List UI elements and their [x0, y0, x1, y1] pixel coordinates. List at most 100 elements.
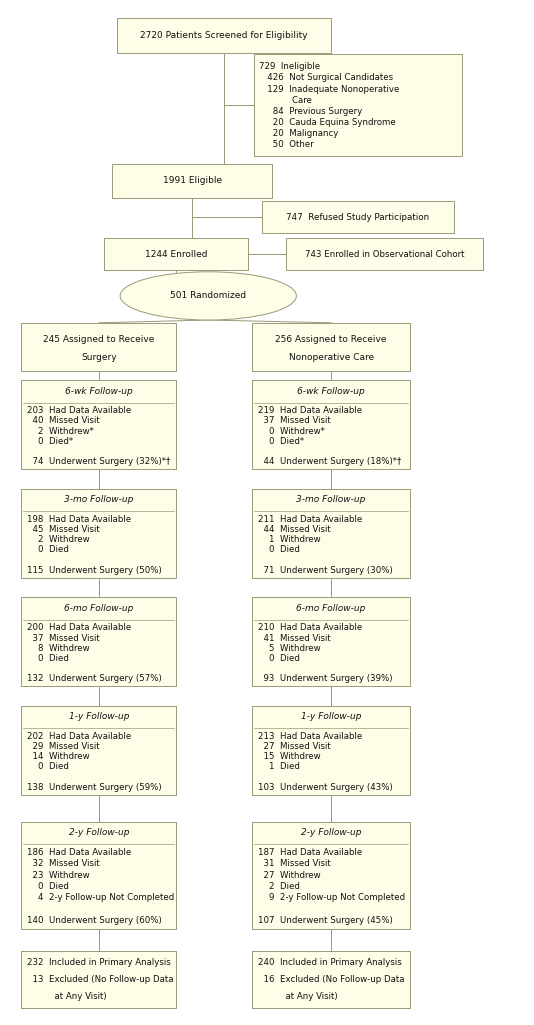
Text: 5  Withdrew: 5 Withdrew	[258, 644, 320, 653]
Text: 93  Underwent Surgery (39%): 93 Underwent Surgery (39%)	[258, 674, 392, 684]
Text: 0  Died: 0 Died	[27, 883, 68, 891]
Text: 6-wk Follow-up: 6-wk Follow-up	[65, 386, 132, 396]
Text: 1  Withdrew: 1 Withdrew	[258, 535, 320, 544]
Text: 0  Died*: 0 Died*	[258, 437, 304, 446]
Text: 6-mo Follow-up: 6-mo Follow-up	[296, 604, 366, 613]
Text: 1991 Eligible: 1991 Eligible	[163, 176, 222, 186]
Text: 2-y Follow-up: 2-y Follow-up	[301, 828, 362, 837]
Text: 103  Underwent Surgery (43%): 103 Underwent Surgery (43%)	[258, 783, 392, 792]
FancyBboxPatch shape	[253, 598, 410, 687]
Text: 6-wk Follow-up: 6-wk Follow-up	[297, 386, 365, 396]
Text: 256 Assigned to Receive: 256 Assigned to Receive	[276, 335, 387, 344]
Text: 1-y Follow-up: 1-y Follow-up	[301, 712, 362, 722]
FancyBboxPatch shape	[254, 53, 462, 156]
Text: 37  Missed Visit: 37 Missed Visit	[27, 633, 99, 643]
Text: 20  Cauda Equina Syndrome: 20 Cauda Equina Syndrome	[259, 118, 396, 127]
Text: 0  Died: 0 Died	[27, 763, 68, 772]
Text: 31  Missed Visit: 31 Missed Visit	[258, 859, 331, 868]
Text: 213  Had Data Available: 213 Had Data Available	[258, 732, 362, 741]
Text: 743 Enrolled in Observational Cohort: 743 Enrolled in Observational Cohort	[305, 250, 464, 258]
Text: 200  Had Data Available: 200 Had Data Available	[27, 623, 131, 632]
Text: 0  Died: 0 Died	[27, 654, 68, 663]
FancyBboxPatch shape	[253, 822, 410, 930]
FancyBboxPatch shape	[112, 164, 272, 198]
Text: 2  Withdrew: 2 Withdrew	[27, 535, 89, 544]
FancyBboxPatch shape	[21, 323, 176, 371]
Text: at Any Visit): at Any Visit)	[258, 991, 337, 1000]
Text: 426  Not Surgical Candidates: 426 Not Surgical Candidates	[259, 74, 393, 82]
Text: 2-y Follow-up: 2-y Follow-up	[68, 828, 129, 837]
Text: 2720 Patients Screened for Eligibility: 2720 Patients Screened for Eligibility	[140, 31, 308, 40]
Text: 129  Inadequate Nonoperative: 129 Inadequate Nonoperative	[259, 84, 399, 93]
Text: 74  Underwent Surgery (32%)*†: 74 Underwent Surgery (32%)*†	[27, 457, 170, 466]
FancyBboxPatch shape	[286, 239, 483, 270]
Text: 0  Withdrew*: 0 Withdrew*	[258, 426, 325, 436]
Text: 15  Withdrew: 15 Withdrew	[258, 752, 320, 762]
Text: 210  Had Data Available: 210 Had Data Available	[258, 623, 362, 632]
Text: 29  Missed Visit: 29 Missed Visit	[27, 742, 99, 751]
Text: 187  Had Data Available: 187 Had Data Available	[258, 848, 362, 857]
FancyBboxPatch shape	[253, 323, 410, 371]
Text: 16  Excluded (No Follow-up Data: 16 Excluded (No Follow-up Data	[258, 975, 404, 984]
Text: 1244 Enrolled: 1244 Enrolled	[145, 250, 208, 258]
Text: 0  Died: 0 Died	[258, 545, 300, 555]
FancyBboxPatch shape	[21, 489, 176, 578]
Text: 1  Died: 1 Died	[258, 763, 300, 772]
Text: 747  Refused Study Participation: 747 Refused Study Participation	[286, 212, 429, 221]
Text: Nonoperative Care: Nonoperative Care	[288, 353, 374, 362]
Text: 14  Withdrew: 14 Withdrew	[27, 752, 89, 762]
Text: 20  Malignancy: 20 Malignancy	[259, 129, 339, 138]
Text: 501 Randomized: 501 Randomized	[170, 291, 246, 300]
Text: 138  Underwent Surgery (59%): 138 Underwent Surgery (59%)	[27, 783, 161, 792]
Text: 729  Ineligible: 729 Ineligible	[259, 63, 320, 71]
Text: 9  2-y Follow-up Not Completed: 9 2-y Follow-up Not Completed	[258, 894, 405, 902]
Text: at Any Visit): at Any Visit)	[27, 991, 106, 1000]
Text: 71  Underwent Surgery (30%): 71 Underwent Surgery (30%)	[258, 566, 392, 575]
FancyBboxPatch shape	[21, 380, 176, 469]
Text: 50  Other: 50 Other	[259, 140, 314, 150]
Text: 37  Missed Visit: 37 Missed Visit	[258, 416, 331, 425]
Text: 23  Withdrew: 23 Withdrew	[27, 870, 89, 879]
FancyBboxPatch shape	[253, 380, 410, 469]
Text: 84  Previous Surgery: 84 Previous Surgery	[259, 107, 362, 116]
Text: 0  Died*: 0 Died*	[27, 437, 73, 446]
FancyBboxPatch shape	[253, 951, 410, 1009]
Text: 44  Missed Visit: 44 Missed Visit	[258, 525, 331, 534]
Text: 140  Underwent Surgery (60%): 140 Underwent Surgery (60%)	[27, 916, 161, 926]
Text: 45  Missed Visit: 45 Missed Visit	[27, 525, 99, 534]
Text: 6-mo Follow-up: 6-mo Follow-up	[64, 604, 134, 613]
Text: 3-mo Follow-up: 3-mo Follow-up	[64, 495, 134, 504]
Text: 27  Missed Visit: 27 Missed Visit	[258, 742, 331, 751]
FancyBboxPatch shape	[104, 239, 248, 270]
FancyBboxPatch shape	[21, 951, 176, 1009]
Text: Care: Care	[259, 95, 312, 105]
Text: 219  Had Data Available: 219 Had Data Available	[258, 406, 362, 415]
Text: 240  Included in Primary Analysis: 240 Included in Primary Analysis	[258, 958, 402, 968]
Text: 41  Missed Visit: 41 Missed Visit	[258, 633, 331, 643]
Ellipse shape	[120, 272, 296, 320]
Text: 186  Had Data Available: 186 Had Data Available	[27, 848, 131, 857]
Text: 44  Underwent Surgery (18%)*†: 44 Underwent Surgery (18%)*†	[258, 457, 401, 466]
Text: 202  Had Data Available: 202 Had Data Available	[27, 732, 131, 741]
Text: 8  Withdrew: 8 Withdrew	[27, 644, 89, 653]
Text: 27  Withdrew: 27 Withdrew	[258, 870, 320, 879]
Text: 0  Died: 0 Died	[258, 654, 300, 663]
Text: 232  Included in Primary Analysis: 232 Included in Primary Analysis	[27, 958, 170, 968]
Text: 245 Assigned to Receive: 245 Assigned to Receive	[43, 335, 154, 344]
Text: 3-mo Follow-up: 3-mo Follow-up	[296, 495, 366, 504]
FancyBboxPatch shape	[21, 598, 176, 687]
Text: 32  Missed Visit: 32 Missed Visit	[27, 859, 99, 868]
Text: 13  Excluded (No Follow-up Data: 13 Excluded (No Follow-up Data	[27, 975, 173, 984]
Text: 203  Had Data Available: 203 Had Data Available	[27, 406, 131, 415]
Text: Surgery: Surgery	[81, 353, 116, 362]
Text: 115  Underwent Surgery (50%): 115 Underwent Surgery (50%)	[27, 566, 161, 575]
FancyBboxPatch shape	[117, 17, 331, 53]
FancyBboxPatch shape	[253, 489, 410, 578]
Text: 198  Had Data Available: 198 Had Data Available	[27, 515, 131, 524]
Text: 211  Had Data Available: 211 Had Data Available	[258, 515, 362, 524]
Text: 2  Died: 2 Died	[258, 883, 300, 891]
FancyBboxPatch shape	[21, 706, 176, 795]
Text: 40  Missed Visit: 40 Missed Visit	[27, 416, 99, 425]
FancyBboxPatch shape	[253, 706, 410, 795]
Text: 0  Died: 0 Died	[27, 545, 68, 555]
